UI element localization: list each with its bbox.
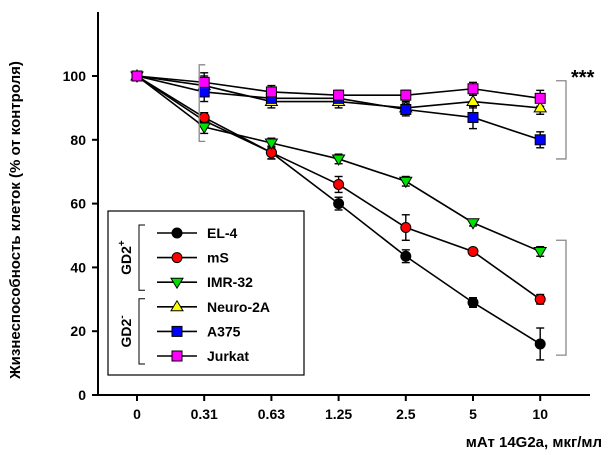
data-point-jurkat: [198, 76, 210, 88]
x-tick-label: 10: [532, 406, 548, 422]
data-point-imr-32: [466, 218, 480, 230]
legend-group-label-sup: -: [117, 315, 128, 318]
y-tick-label: 80: [70, 132, 86, 148]
data-point-jurkat: [400, 89, 412, 101]
legend-group-label: GD2-: [117, 315, 134, 347]
data-point-ms: [467, 245, 479, 257]
y-tick-label: 0: [78, 387, 86, 403]
data-point-jurkat: [534, 92, 546, 104]
legend-marker-el-4: [171, 227, 183, 239]
legend-marker-jurkat: [171, 350, 183, 362]
series-layer: [130, 69, 548, 361]
data-point-imr-32: [264, 138, 279, 150]
y-axis-title: Жизнеспособность клеток (% от контроля): [7, 61, 24, 380]
legend-group-label-text: GD2: [118, 318, 134, 347]
bracket-right-lower: [556, 239, 567, 356]
data-point-ms: [333, 178, 345, 190]
data-point-neuro-2a: [533, 100, 548, 113]
legend-group-bracket: [138, 224, 145, 291]
y-tick-label: 60: [70, 196, 86, 212]
data-point-ms: [198, 111, 210, 123]
legend-group-label-text: GD2: [118, 246, 134, 275]
data-point-a375: [400, 103, 412, 115]
series-markers: [130, 69, 548, 350]
x-tick-label: 1.25: [325, 406, 352, 422]
data-point-el-4: [467, 296, 479, 308]
y-ticks: 0 20 40 60 80 100: [63, 68, 98, 403]
data-point-ms: [400, 222, 412, 234]
y-tick-label: 40: [70, 259, 86, 275]
legend-label-ms: mS: [207, 250, 229, 266]
bracket-left: [198, 64, 206, 143]
significance-annotation: ***: [571, 67, 595, 89]
legend-label-imr-32: IMR-32: [207, 274, 253, 290]
x-tick-label: 0: [133, 406, 141, 422]
legend-group-label-sup: +: [117, 240, 128, 246]
x-tick-label: 0.63: [258, 406, 285, 422]
data-point-imr-32: [398, 176, 413, 189]
legend-box: [107, 210, 305, 376]
legend-group-label: GD2+: [117, 240, 134, 275]
data-point-jurkat: [265, 86, 277, 98]
x-ticks: 0 0.31 0.63 1.25 2.5 5 10: [133, 395, 548, 422]
bracket-right-upper: [556, 80, 567, 160]
data-point-el-4: [333, 198, 345, 210]
legend-marker-imr-32: [170, 277, 184, 290]
x-tick-label: 0.31: [191, 406, 218, 422]
legend-group-bracket: [138, 298, 145, 365]
legend-label-a375: A375: [207, 323, 241, 339]
data-point-el-4: [534, 338, 546, 350]
legend-label-neuro-2a: Neuro-2A: [207, 299, 270, 315]
legend-marker-neuro-2a: [170, 299, 184, 312]
data-point-ms: [534, 293, 546, 305]
legend-groups: GD2+GD2-: [117, 224, 145, 365]
y-tick-label: 100: [63, 68, 87, 84]
x-axis-title: мАт 14G2a, мкг/мл: [466, 434, 602, 451]
legend-marker-ms: [171, 252, 183, 264]
y-tick-label: 20: [70, 323, 86, 339]
data-point-jurkat: [467, 83, 479, 95]
x-tick-label: 5: [469, 406, 477, 422]
legend-label-jurkat: Jurkat: [207, 348, 249, 364]
data-point-a375: [467, 111, 479, 123]
legend-label-el-4: EL-4: [207, 225, 238, 241]
x-tick-label: 2.5: [396, 406, 416, 422]
brackets: [198, 64, 567, 356]
data-point-neuro-2a: [466, 94, 480, 107]
data-point-jurkat: [333, 89, 345, 101]
data-point-imr-32: [533, 246, 548, 259]
data-point-imr-32: [197, 122, 212, 135]
legend-marker-a375: [171, 325, 183, 337]
data-point-a375: [534, 134, 546, 146]
data-point-imr-32: [331, 154, 346, 166]
data-point-el-4: [400, 250, 412, 262]
data-point-jurkat: [131, 70, 143, 82]
data-point-a375: [198, 86, 210, 98]
